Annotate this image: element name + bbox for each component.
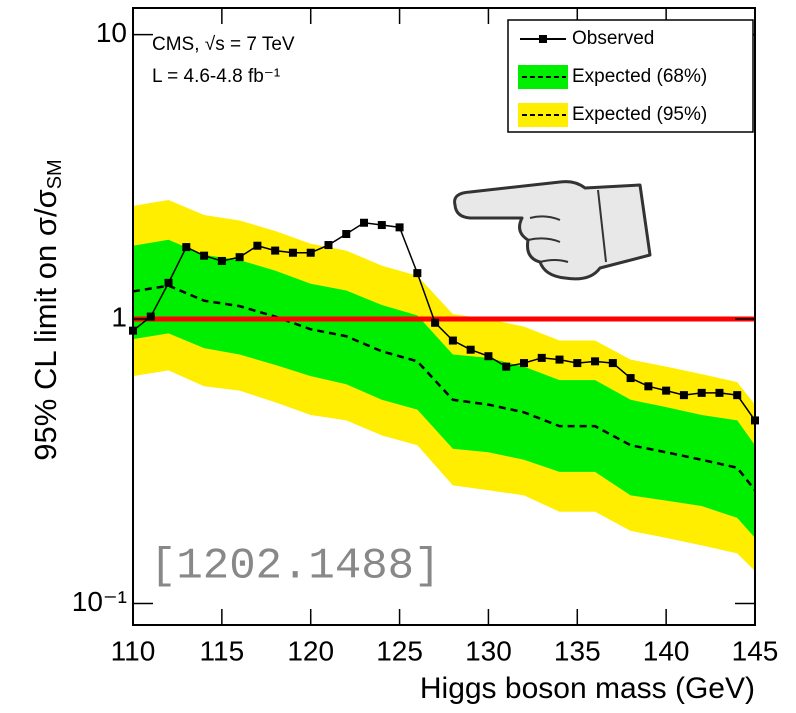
observed-point [697,388,706,397]
observed-point [253,241,262,250]
x-tick-label: 110 [111,635,156,666]
observed-point [360,218,369,227]
observed-point [271,246,280,255]
plot-frame [132,7,756,626]
observed-point [146,312,155,321]
observed-point [591,357,600,366]
observed-point [324,241,333,250]
observed-point [306,248,315,257]
observed-point [555,355,564,364]
y-axis-label-sub: SM [44,159,66,189]
observed-point [662,386,671,395]
y-tick-label: 1 [111,301,127,332]
reference-annotation: [1202.1488] [150,542,440,592]
observed-point [537,353,546,362]
observed-point [182,243,191,252]
legend-label: Observed [572,28,654,49]
legend-label: Expected (95%) [572,104,707,125]
x-tick-label: 145 [732,635,779,666]
observed-point [679,391,688,400]
observed-point [413,269,422,278]
legend-swatch-point [539,35,547,43]
observed-point [164,278,173,287]
observed-point [484,352,493,361]
observed-point [217,256,226,265]
x-tick-label: 130 [465,635,512,666]
y-axis-label: 95% CL limit on σ/σSM [28,159,66,460]
expected-line [132,284,756,492]
observed-point [466,345,475,354]
observed-point [519,359,528,368]
annotation: L = 4.6-4.8 fb⁻¹ [152,66,280,87]
observed-point [448,336,457,345]
observed-point [626,374,635,383]
observed-point [431,318,440,327]
band [133,239,755,538]
pointing-hand [453,180,652,281]
observed-point [288,248,297,257]
x-tick-label: 140 [643,635,690,666]
observed-point [377,221,386,230]
observed-point [733,391,742,400]
observed-point [715,388,724,397]
x-tick-label: 120 [287,635,334,666]
y-axis-label-main: 95% CL limit on σ/σ [28,189,63,460]
observed-point [200,251,209,260]
observed-point [235,253,244,262]
legend-label: Expected (68%) [572,66,707,87]
observed-point [342,230,351,239]
observed-point [395,223,404,232]
annotation: CMS, √s = 7 TeV [152,34,295,55]
observed-point [502,362,511,371]
observed-point [644,382,653,391]
x-axis-label: Higgs boson mass (GeV) [420,672,755,705]
x-tick-label: 135 [554,635,601,666]
observed-point [608,359,617,368]
x-tick-label: 125 [376,635,423,666]
y-tick-label: 10 [96,17,127,48]
y-tick-label: 10⁻¹ [72,586,127,617]
observed-point [573,359,582,368]
x-tick-label: 115 [200,635,245,666]
